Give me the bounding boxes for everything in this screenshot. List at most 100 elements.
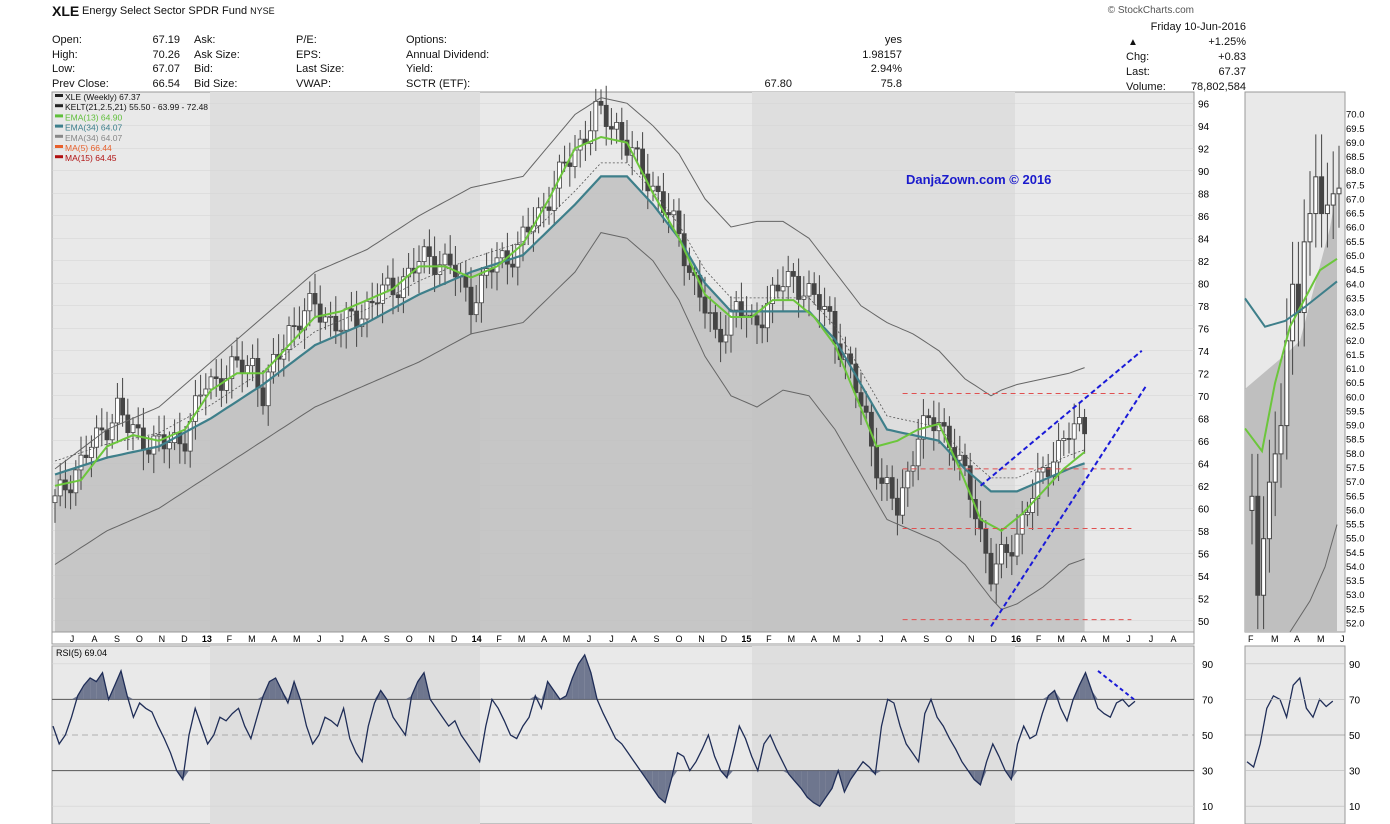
candle bbox=[421, 246, 427, 263]
y-tick-label: 58 bbox=[1198, 527, 1210, 538]
zoom-y-tick: 62.0 bbox=[1346, 336, 1365, 347]
x-tick-label: 16 bbox=[1011, 634, 1021, 644]
x-tick-label: S bbox=[923, 634, 929, 644]
quote-field: Bid Size: bbox=[194, 77, 238, 90]
x-tick-label: M bbox=[1057, 634, 1065, 644]
candle bbox=[905, 470, 911, 489]
candle bbox=[900, 487, 905, 516]
zoom-y-tick: 63.0 bbox=[1346, 308, 1365, 319]
candle bbox=[302, 310, 308, 331]
x-tick-label: 14 bbox=[472, 634, 482, 644]
candle bbox=[499, 250, 505, 259]
legend-entry: KELT(21,2.5,21) 55.50 - 63.99 - 72.48 bbox=[65, 102, 208, 112]
zoom-y-tick: 56.0 bbox=[1346, 505, 1365, 516]
x-tick-label: M bbox=[788, 634, 796, 644]
zoom-candle bbox=[1261, 538, 1267, 596]
x-tick-label: M bbox=[518, 634, 526, 644]
x-tick-label: A bbox=[361, 634, 367, 644]
zoom-y-tick: 69.0 bbox=[1346, 138, 1365, 149]
zoom-y-tick: 65.5 bbox=[1346, 237, 1365, 248]
candle bbox=[765, 303, 770, 329]
candle bbox=[546, 206, 552, 211]
zoom-y-tick: 67.0 bbox=[1346, 194, 1365, 205]
zoom-candle bbox=[1324, 204, 1330, 215]
quote-field: P/E: bbox=[296, 34, 317, 46]
ema34-line bbox=[54, 175, 1085, 493]
y-tick-label: 84 bbox=[1198, 234, 1210, 245]
candle bbox=[796, 275, 801, 300]
x-tick-label: D bbox=[721, 634, 728, 644]
x-tick-label: 13 bbox=[202, 634, 212, 644]
candle bbox=[286, 325, 292, 351]
x-tick-label: O bbox=[406, 634, 413, 644]
candle bbox=[135, 424, 141, 429]
legend-swatch bbox=[55, 134, 63, 138]
candle bbox=[156, 434, 162, 437]
rsi-oversold-fill bbox=[980, 770, 987, 785]
candle bbox=[120, 397, 125, 416]
zoom-y-tick: 70.0 bbox=[1346, 110, 1365, 121]
candle bbox=[104, 429, 110, 441]
candle bbox=[130, 424, 136, 433]
rsi-overbought-fill bbox=[1079, 672, 1086, 700]
rsi-overbought-fill bbox=[275, 678, 282, 700]
candle bbox=[791, 271, 796, 277]
zoom-y-tick: 62.5 bbox=[1346, 322, 1365, 333]
zoom-y-tick: 58.5 bbox=[1346, 435, 1365, 446]
rsi-overbought-fill bbox=[547, 681, 554, 700]
legend-swatch bbox=[55, 155, 63, 159]
zoom-y-tick: 55.0 bbox=[1346, 534, 1365, 545]
y-tick-label: 94 bbox=[1198, 122, 1210, 133]
candle bbox=[733, 301, 739, 311]
zoom-ema34-line bbox=[1244, 280, 1338, 328]
rsi-overbought-fill bbox=[281, 690, 288, 700]
candle bbox=[879, 477, 885, 484]
candle bbox=[863, 405, 869, 413]
rsi-legend: RSI(5) 69.04 bbox=[56, 648, 107, 658]
x-tick-label: S bbox=[653, 634, 659, 644]
candle bbox=[1040, 467, 1046, 473]
candle bbox=[713, 312, 718, 330]
x-tick-label: A bbox=[811, 634, 817, 644]
rsi-oversold-fill bbox=[794, 770, 802, 789]
zoom-candle bbox=[1255, 495, 1261, 596]
rsi-oversold-fill bbox=[813, 770, 820, 807]
candle bbox=[385, 277, 391, 286]
legend-entry: EMA(34) 64.07 bbox=[65, 123, 122, 133]
y-tick-label: 82 bbox=[1198, 257, 1210, 268]
legend-entry: MA(15) 64.45 bbox=[65, 153, 117, 163]
quote-field: EPS: bbox=[296, 48, 322, 61]
candle bbox=[785, 271, 791, 288]
candle bbox=[296, 325, 302, 331]
x-tick-label: D bbox=[990, 634, 997, 644]
watermark: DanjaZown.com © 2016 bbox=[906, 172, 1051, 187]
candle bbox=[57, 479, 63, 497]
symbol: XLE bbox=[52, 3, 80, 19]
zoom-candle bbox=[1284, 340, 1290, 427]
rsi-overbought-fill bbox=[1091, 690, 1098, 700]
up-arrow-icon: ▲ bbox=[1128, 37, 1138, 48]
y-tick-label: 70 bbox=[1198, 392, 1210, 403]
rsi-y-tick: 50 bbox=[1202, 731, 1214, 742]
x-tick-label: N bbox=[159, 634, 166, 644]
candle bbox=[140, 427, 146, 451]
volume-label: Volume: bbox=[1126, 81, 1166, 93]
zoom-y-tick: 54.0 bbox=[1346, 562, 1365, 573]
candle bbox=[265, 371, 271, 407]
candle bbox=[328, 315, 334, 318]
candle bbox=[655, 185, 661, 193]
x-tick-label: J bbox=[340, 634, 345, 644]
y-tick-label: 68 bbox=[1198, 414, 1210, 425]
candle bbox=[817, 294, 822, 310]
zoom-rsi-tick: 30 bbox=[1349, 767, 1361, 778]
x-tick-label: A bbox=[631, 634, 637, 644]
candle bbox=[739, 301, 744, 318]
rsi-overbought-fill bbox=[578, 654, 585, 700]
candle bbox=[348, 308, 354, 312]
candle bbox=[468, 286, 474, 316]
rsi-trend-line bbox=[1097, 670, 1135, 701]
rsi-overbought-fill bbox=[114, 670, 122, 700]
candle bbox=[83, 454, 89, 459]
x-tick-label: M bbox=[563, 634, 571, 644]
candle bbox=[619, 122, 625, 141]
